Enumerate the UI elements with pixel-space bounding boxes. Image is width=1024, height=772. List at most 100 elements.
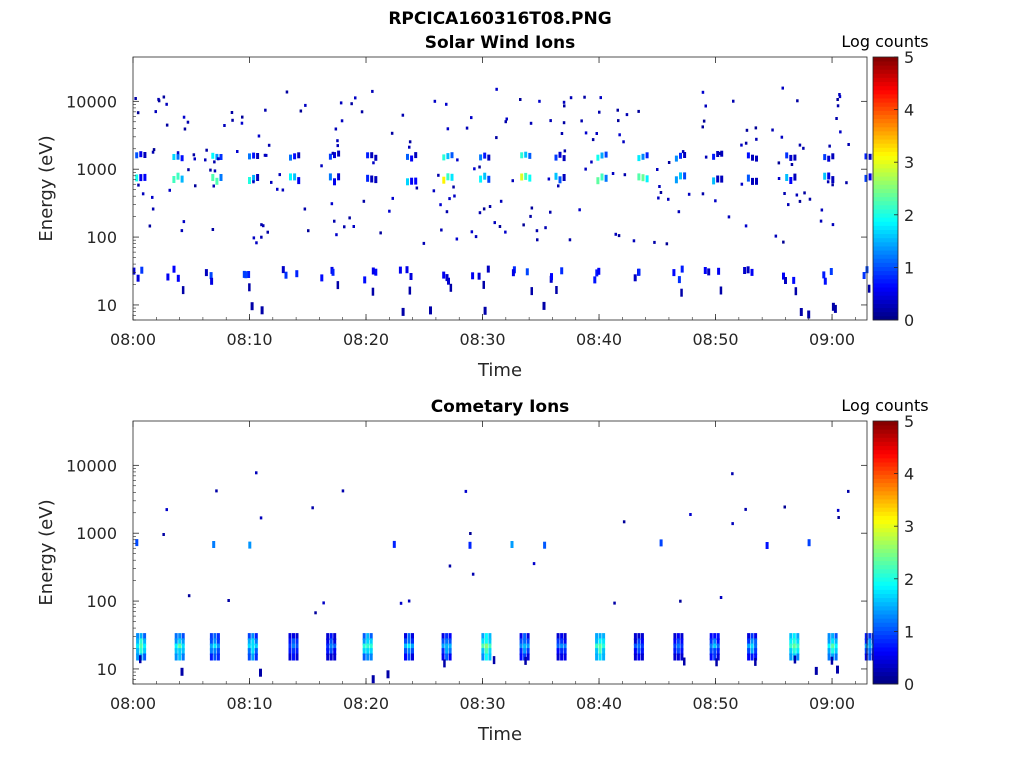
spectrogram-cell [152, 148, 156, 152]
spectrogram-cell [488, 648, 492, 656]
spectrogram-cell [704, 155, 708, 159]
spectrogram-cell [556, 633, 560, 641]
spectrogram-cell [488, 633, 492, 641]
spectrogram-cell [599, 96, 602, 100]
spectrogram-cell [754, 653, 758, 661]
spectrogram-cell [219, 174, 223, 181]
spectrogram-cell [404, 633, 407, 641]
colorbar-segment [873, 81, 898, 87]
spectrogram-cell [408, 140, 412, 144]
spectrogram-cell [602, 643, 606, 651]
x-tick-label: 08:00 [110, 694, 156, 713]
spectrogram-cell [471, 572, 475, 576]
spectrogram-cell [676, 633, 680, 641]
spectrogram-cell [519, 638, 523, 646]
spectrogram-cell [520, 152, 524, 159]
spectrogram-cell [452, 185, 455, 189]
spectrogram-cell [209, 643, 213, 651]
colorbar-tick-label: 5 [904, 412, 914, 431]
colorbar-tick-label: 1 [904, 258, 914, 277]
spectrogram-cell [640, 638, 644, 646]
spectrogram-cell [362, 633, 366, 641]
x-tick-label: 08:10 [226, 330, 272, 349]
spectrogram-cell [481, 653, 485, 661]
spectrogram-cell [441, 648, 445, 656]
spectrogram-cell [401, 113, 405, 117]
spectrogram-cell [292, 643, 295, 651]
spectrogram-cell [241, 115, 244, 119]
colorbar-segment [873, 462, 898, 467]
spectrogram-cell [139, 633, 143, 641]
spectrogram-cell [830, 656, 834, 665]
spectrogram-cell [415, 186, 419, 190]
colorbar-segment [873, 445, 898, 451]
spectrogram-cell [524, 656, 527, 665]
colorbar-segment [873, 659, 898, 664]
spectrogram-cell [836, 508, 840, 512]
spectrogram-cell [329, 638, 333, 646]
spectrogram-cell [596, 177, 600, 185]
spectrogram-cell [831, 633, 835, 641]
spectrogram-cell [709, 648, 713, 656]
spectrogram-cell [526, 648, 530, 656]
colorbar-segment [873, 618, 898, 623]
spectrogram-cell [165, 102, 168, 106]
spectrogram-cell [136, 648, 140, 656]
colorbar-segment [873, 511, 898, 516]
spectrogram-cell [680, 288, 683, 297]
panel-1-y-axis-label: Energy (eV) [36, 499, 57, 605]
colorbar-segment [873, 519, 898, 525]
spectrogram-cell [484, 653, 488, 661]
spectrogram-cell [212, 184, 215, 188]
spectrogram-cell [836, 104, 840, 108]
spectrogram-cell [172, 176, 176, 183]
spectrogram-cell [641, 174, 645, 182]
spectrogram-cell [326, 648, 330, 656]
spectrogram-cell [720, 150, 724, 157]
spectrogram-cell [254, 638, 258, 646]
spectrogram-cell [563, 149, 567, 153]
spectrogram-cell [595, 648, 599, 656]
spectrogram-cell [510, 541, 514, 548]
spectrogram-cell [864, 638, 868, 646]
spectrogram-cell [560, 267, 564, 275]
spectrogram-cell [260, 235, 263, 239]
colorbar-segment [873, 655, 898, 660]
panel-1-axes-frame [132, 420, 868, 685]
colorbar-segment [873, 77, 898, 83]
spectrogram-cell [456, 158, 459, 162]
spectrogram-cell [637, 633, 641, 641]
colorbar-segment [873, 303, 898, 309]
spectrogram-cell [556, 638, 560, 646]
spectrogram-cell [139, 174, 143, 182]
colorbar-segment [873, 679, 898, 685]
spectrogram-cell [369, 633, 373, 641]
spectrogram-cell [178, 633, 182, 641]
spectrogram-cell [295, 633, 299, 641]
spectrogram-cell [333, 633, 337, 641]
spectrogram-cell [484, 633, 488, 641]
spectrogram-cell [369, 648, 373, 656]
spectrogram-cell [445, 102, 448, 106]
spectrogram-cell [542, 301, 546, 310]
spectrogram-cell [719, 286, 723, 295]
spectrogram-cell [747, 638, 751, 646]
spectrogram-cell [371, 89, 374, 93]
spectrogram-cell [263, 153, 267, 157]
colorbar-segment [873, 634, 898, 640]
spectrogram-cell [242, 270, 246, 278]
spectrogram-cell [535, 229, 539, 233]
spectrogram-cell [796, 648, 800, 656]
spectrogram-cell [134, 97, 137, 100]
spectrogram-cell [168, 188, 171, 192]
spectrogram-cell [744, 141, 748, 145]
spectrogram-cell [328, 173, 332, 181]
spectrogram-cell [519, 643, 523, 651]
spectrogram-cell [560, 648, 564, 656]
colorbar-segment [873, 474, 898, 479]
spectrogram-cell [135, 152, 139, 159]
spectrogram-cell [519, 98, 522, 101]
spectrogram-cell [640, 643, 644, 651]
colorbar-segment [873, 421, 898, 426]
colorbar-segment [873, 274, 898, 280]
